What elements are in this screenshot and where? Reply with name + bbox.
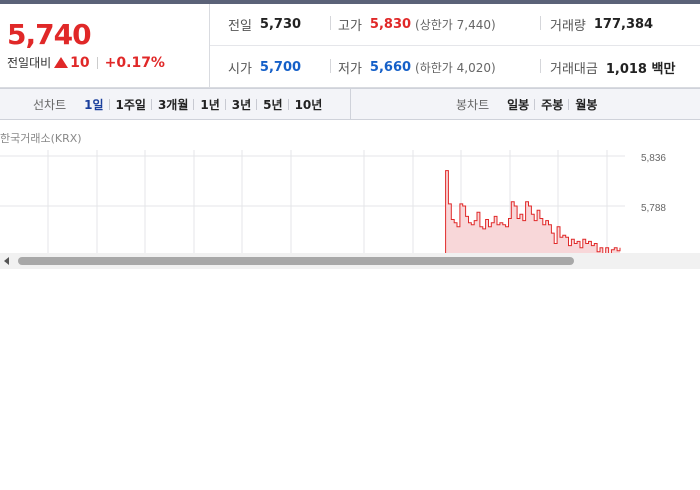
period-10y-button[interactable]: 10년: [287, 96, 329, 113]
exchange-label: 한국거래소(KRX): [0, 132, 82, 145]
scroll-thumb[interactable]: [18, 257, 574, 265]
price-line: [442, 170, 621, 258]
price-summary: 5,740 전일대비 10 +0.17%: [0, 4, 210, 88]
up-arrow-icon: [54, 57, 69, 68]
line-chart-label: 선차트: [33, 97, 67, 112]
open-label: 시가: [228, 62, 252, 77]
change-value: 10: [70, 54, 90, 71]
low-item: 저가 5,660 (하한가 4,020): [338, 58, 496, 77]
open-item: 시가 5,700: [228, 58, 301, 77]
high-value: 5,830: [369, 17, 412, 32]
top-border: [0, 0, 700, 4]
change-percent: +0.17%: [104, 54, 165, 71]
candle-chart-group: 봉차트 일봉 주봉 월봉: [456, 89, 603, 119]
period-3m-button[interactable]: 3개월: [150, 96, 194, 113]
scroll-left-icon[interactable]: [4, 257, 9, 265]
volume-label: 거래량: [550, 19, 586, 34]
change-label: 전일대비: [7, 56, 52, 70]
col-divider: [330, 16, 331, 30]
monthly-candle-button[interactable]: 월봉: [568, 96, 603, 113]
price-area: [437, 170, 620, 258]
amount-value: 1,018 백만: [605, 62, 676, 77]
line-chart-group: 선차트 1일 1주일 3개월 1년 3년 5년 10년: [33, 89, 328, 119]
low-label: 저가: [338, 62, 362, 77]
col-divider: [540, 16, 541, 30]
prev-close-item: 전일 5,730: [228, 15, 301, 34]
price-chart-svg: 5,836 5,788: [0, 150, 666, 258]
period-5y-button[interactable]: 5년: [256, 96, 288, 113]
prev-close-value: 5,730: [259, 17, 302, 32]
open-value: 5,700: [259, 60, 302, 75]
period-1w-button[interactable]: 1주일: [108, 96, 152, 113]
change-row: 전일대비 10 +0.17%: [7, 54, 165, 71]
col-divider: [540, 59, 541, 73]
high-label: 고가: [338, 19, 362, 34]
lower-limit: (하한가 4,020): [415, 61, 496, 75]
current-price: 5,740: [7, 18, 92, 51]
y-tick-label: 5,788: [641, 203, 666, 214]
amount-item: 거래대금 1,018 백만: [550, 58, 675, 77]
row-divider: [210, 45, 700, 46]
volume-value: 177,384: [593, 17, 654, 32]
col-divider: [330, 59, 331, 73]
period-3y-button[interactable]: 3년: [224, 96, 257, 113]
chart-scrollbar[interactable]: [0, 253, 700, 269]
amount-label: 거래대금: [550, 62, 598, 77]
weekly-candle-button[interactable]: 주봉: [534, 96, 569, 113]
toolbar-divider: [350, 89, 351, 119]
upper-limit: (상한가 7,440): [415, 18, 496, 32]
period-1y-button[interactable]: 1년: [193, 96, 225, 113]
change-divider: [96, 56, 98, 69]
prev-close-label: 전일: [228, 19, 252, 34]
low-value: 5,660: [369, 60, 412, 75]
daily-candle-button[interactable]: 일봉: [507, 97, 530, 112]
chart-toolbar: 선차트 1일 1주일 3개월 1년 3년 5년 10년 봉차트 일봉 주봉 월봉: [0, 88, 700, 120]
high-item: 고가 5,830 (상한가 7,440): [338, 15, 496, 34]
y-tick-label: 5,836: [641, 153, 666, 164]
period-1d-button[interactable]: 1일: [84, 97, 104, 112]
price-chart: 5,836 5,788: [0, 150, 700, 258]
candle-chart-label: 봉차트: [456, 97, 490, 112]
volume-item: 거래량 177,384: [550, 15, 653, 34]
quote-info-grid: 전일 5,730 고가 5,830 (상한가 7,440) 거래량 177,38…: [209, 4, 700, 88]
